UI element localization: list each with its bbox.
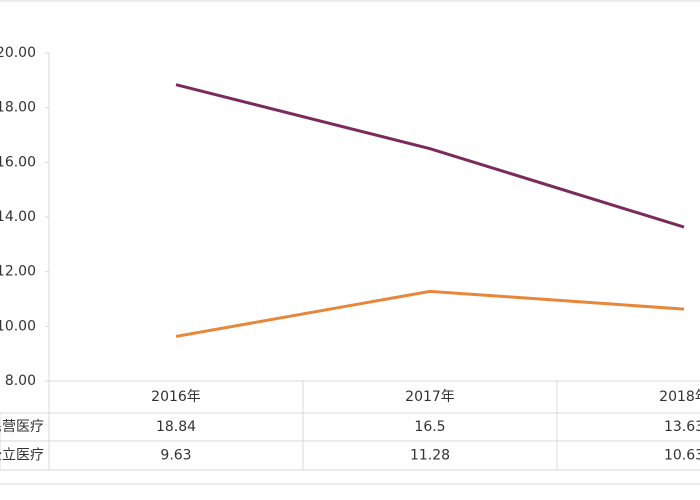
table-value: 10.63: [664, 448, 700, 464]
y-tick-label: 16.00: [0, 154, 36, 170]
table-value: 9.63: [160, 448, 191, 464]
table-value: 18.84: [156, 419, 196, 435]
y-tick-label: 8.00: [5, 373, 36, 389]
series-line: [175, 83, 685, 229]
y-tick-label: 18.00: [0, 100, 36, 116]
y-tick-label: 12.00: [0, 264, 36, 280]
table-value: 16.5: [414, 419, 445, 435]
x-tick-label: 2017年: [405, 389, 455, 405]
legend-label: 民营医疗: [0, 419, 44, 435]
y-tick-label: 20.00: [0, 45, 36, 61]
series-line: [175, 289, 685, 338]
y-tick-label: 10.00: [0, 318, 36, 334]
legend-label: 公立医疗: [0, 448, 44, 464]
table-value: 13.63: [664, 419, 700, 435]
y-tick-label: 14.00: [0, 209, 36, 225]
x-tick-label: 2018年: [659, 389, 700, 405]
table-value: 11.28: [410, 448, 450, 464]
x-tick-label: 2016年: [151, 389, 201, 405]
